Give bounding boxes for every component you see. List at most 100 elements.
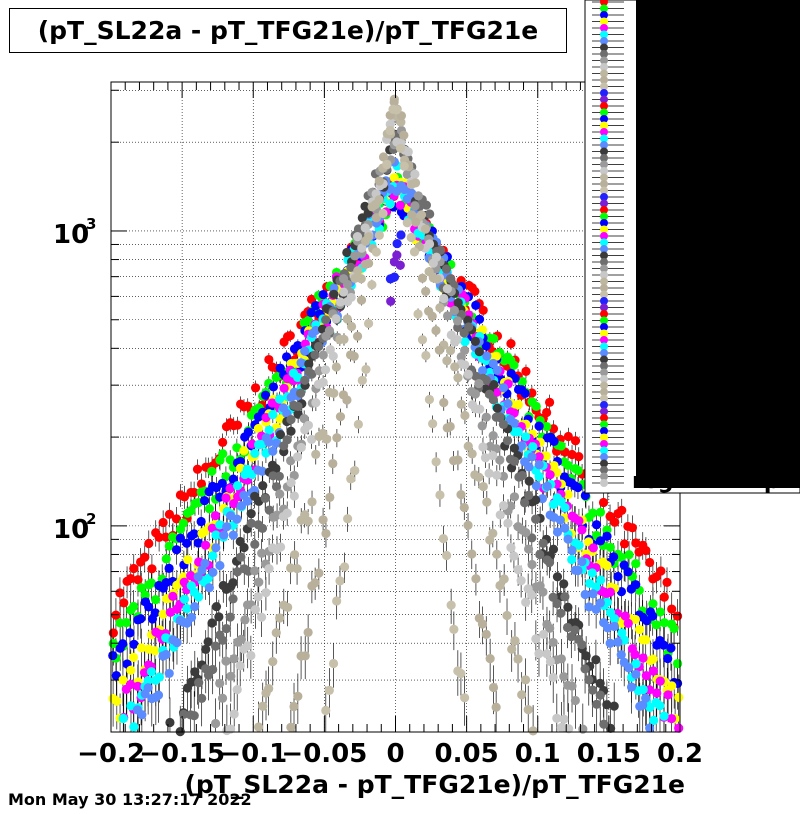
data-point — [235, 456, 246, 467]
data-point — [207, 618, 217, 628]
data-point — [509, 418, 519, 428]
data-point — [328, 351, 338, 361]
data-point — [521, 527, 531, 538]
data-point — [655, 607, 665, 617]
legend-entry-label — [636, 140, 800, 150]
data-point — [499, 574, 509, 584]
data-point — [410, 201, 420, 211]
data-point — [307, 497, 317, 507]
data-point — [310, 350, 320, 360]
legend-entry-marker — [600, 303, 608, 312]
data-point — [210, 718, 221, 729]
data-point — [605, 587, 615, 597]
data-point — [580, 589, 590, 600]
data-point — [161, 554, 171, 564]
data-point — [480, 453, 491, 463]
data-point — [605, 542, 615, 552]
data-point — [286, 722, 296, 732]
legend-entry-marker — [600, 193, 608, 201]
data-point — [329, 388, 339, 398]
data-point — [325, 492, 335, 502]
legend-entry-label — [636, 309, 800, 319]
data-point — [275, 613, 285, 623]
legend-entry-label — [636, 367, 800, 378]
legend-entry-label — [636, 218, 800, 228]
data-point — [311, 449, 321, 459]
data-point — [656, 566, 666, 576]
data-point — [627, 523, 638, 533]
data-point — [147, 564, 157, 574]
data-point — [118, 675, 128, 685]
data-point — [200, 540, 211, 550]
data-point — [303, 516, 313, 526]
data-point — [542, 481, 552, 491]
data-point — [136, 583, 146, 593]
data-point — [118, 713, 128, 724]
legend-entry-label — [636, 419, 800, 430]
data-point — [332, 596, 342, 606]
data-point — [652, 688, 662, 698]
data-point — [146, 667, 157, 677]
data-point — [460, 410, 470, 421]
legend-entry-marker — [600, 4, 608, 13]
data-point — [452, 335, 462, 345]
data-point — [268, 382, 279, 392]
data-point — [211, 530, 221, 540]
data-point — [446, 600, 456, 610]
legend-entry-label — [636, 400, 800, 410]
data-point — [364, 232, 374, 242]
legend-entry-label — [636, 146, 800, 157]
data-point — [460, 693, 470, 703]
data-point — [620, 611, 630, 621]
data-point — [467, 449, 477, 459]
data-point — [563, 602, 573, 612]
data-point — [460, 345, 470, 355]
data-point — [531, 401, 541, 411]
data-point — [616, 650, 626, 660]
legend-entry-marker — [600, 290, 608, 299]
data-point — [556, 722, 567, 733]
legend-entry-label — [636, 75, 800, 85]
data-point — [567, 681, 577, 691]
data-point — [609, 701, 619, 711]
data-point — [125, 679, 136, 690]
legend-entry-marker — [600, 56, 608, 65]
data-point — [403, 147, 413, 157]
data-point — [296, 388, 306, 398]
data-point — [667, 681, 677, 691]
legend-entry-marker — [600, 316, 608, 325]
data-point — [559, 672, 569, 682]
data-point — [335, 412, 346, 422]
data-point — [425, 209, 435, 219]
data-point — [140, 590, 150, 600]
data-point — [545, 470, 555, 480]
data-point — [129, 563, 139, 574]
data-point — [250, 539, 260, 549]
data-point — [609, 621, 619, 632]
data-point — [250, 566, 260, 576]
data-point — [318, 515, 328, 525]
data-point — [470, 336, 480, 346]
data-point — [509, 492, 520, 502]
legend-entry-label — [636, 224, 800, 235]
data-point — [193, 572, 203, 582]
data-point — [541, 451, 551, 461]
legend-entry-marker — [600, 102, 608, 110]
legend-entry-marker — [600, 128, 608, 136]
data-point — [445, 421, 455, 432]
data-point — [133, 681, 143, 691]
legend-entry-marker — [600, 427, 608, 435]
data-point — [477, 619, 488, 629]
data-point — [509, 443, 520, 453]
data-point — [471, 574, 481, 584]
x-tick-label: 0.1 — [515, 739, 561, 769]
data-point — [153, 690, 164, 700]
data-point — [638, 700, 648, 710]
data-point — [179, 594, 190, 604]
data-point — [488, 528, 498, 539]
data-point — [129, 722, 139, 732]
legend-entry-label — [636, 445, 800, 456]
data-point — [399, 161, 409, 171]
data-point — [158, 517, 168, 528]
